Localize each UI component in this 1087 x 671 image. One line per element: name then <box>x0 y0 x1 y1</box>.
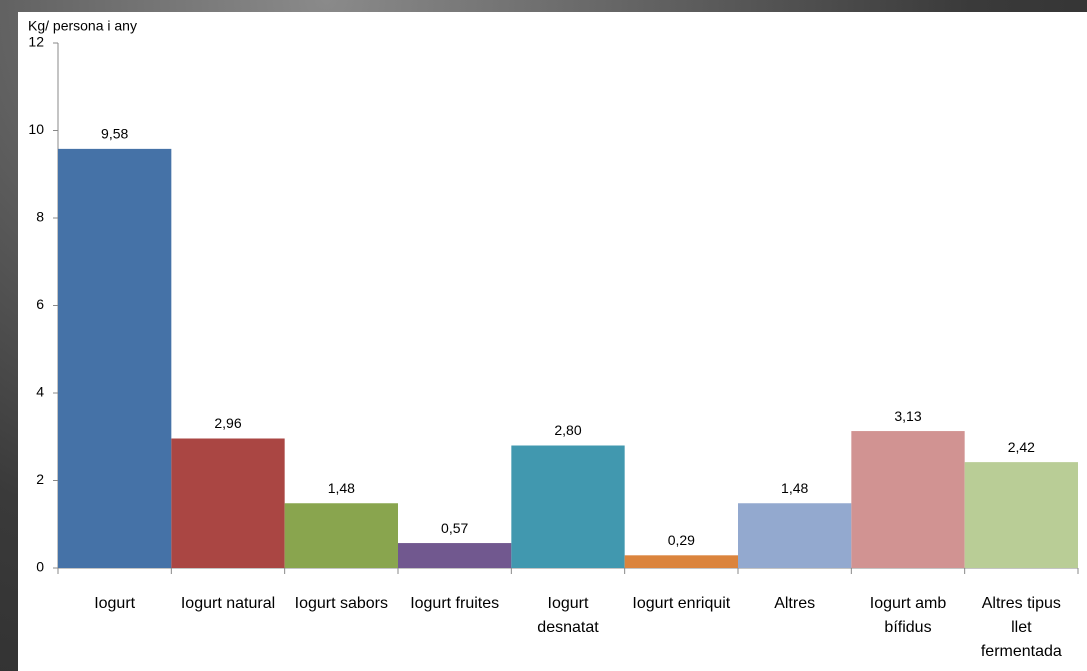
bar <box>964 462 1078 568</box>
x-tick-label: Iogurt amb bífidus <box>869 595 947 636</box>
x-tick-label: Altres tipus llet fermentada <box>980 595 1062 660</box>
y-tick-label: 4 <box>36 384 44 400</box>
data-label: 1,48 <box>781 480 808 496</box>
y-tick-label: 6 <box>36 296 44 312</box>
bar <box>398 543 512 568</box>
data-label: 1,48 <box>328 480 355 496</box>
y-tick-label: 2 <box>36 471 44 487</box>
bar <box>58 148 172 568</box>
data-label: 3,13 <box>894 408 921 424</box>
data-label: 2,96 <box>214 415 241 431</box>
y-tick-label: 10 <box>28 121 44 137</box>
y-tick-label: 12 <box>28 34 44 50</box>
y-tick-label: 0 <box>36 559 44 575</box>
bar <box>851 431 965 568</box>
data-label: 9,58 <box>101 126 128 142</box>
x-tick-label: Iogurt sabors <box>294 595 389 612</box>
bar <box>624 555 738 568</box>
bar <box>171 438 285 568</box>
x-tick-label: Altres <box>774 595 816 612</box>
data-label: 2,42 <box>1008 439 1035 455</box>
data-label: 0,29 <box>668 532 695 548</box>
x-tick-label: Iogurt desnatat <box>537 595 599 636</box>
bar <box>284 503 398 568</box>
x-tick-label: Iogurt <box>94 595 136 612</box>
y-axis-label: Kg/ persona i any <box>28 18 137 34</box>
data-label: 2,80 <box>554 422 581 438</box>
x-tick-label: Iogurt fruites <box>410 595 500 612</box>
y-tick-label: 8 <box>36 209 44 225</box>
data-label: 0,57 <box>441 520 468 536</box>
bar <box>511 445 625 568</box>
bar <box>738 503 852 568</box>
x-tick-label: Iogurt natural <box>180 595 276 612</box>
x-tick-label: Iogurt enriquit <box>632 595 731 612</box>
